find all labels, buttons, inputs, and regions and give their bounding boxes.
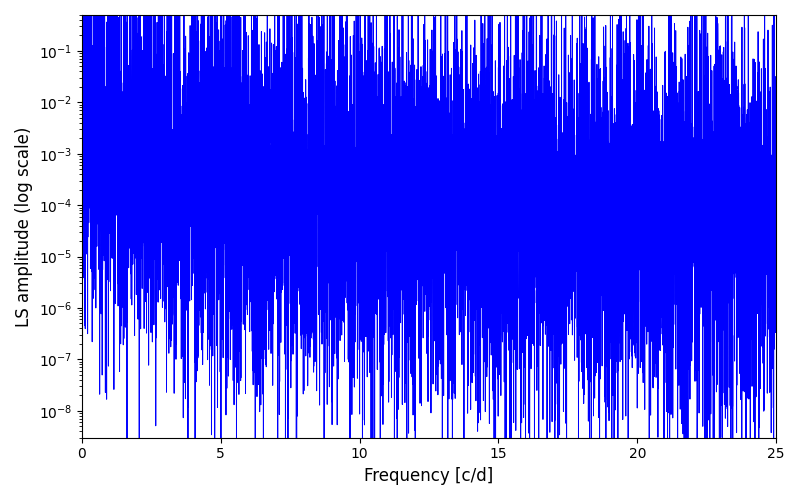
- Y-axis label: LS amplitude (log scale): LS amplitude (log scale): [15, 126, 33, 326]
- X-axis label: Frequency [c/d]: Frequency [c/d]: [364, 467, 494, 485]
